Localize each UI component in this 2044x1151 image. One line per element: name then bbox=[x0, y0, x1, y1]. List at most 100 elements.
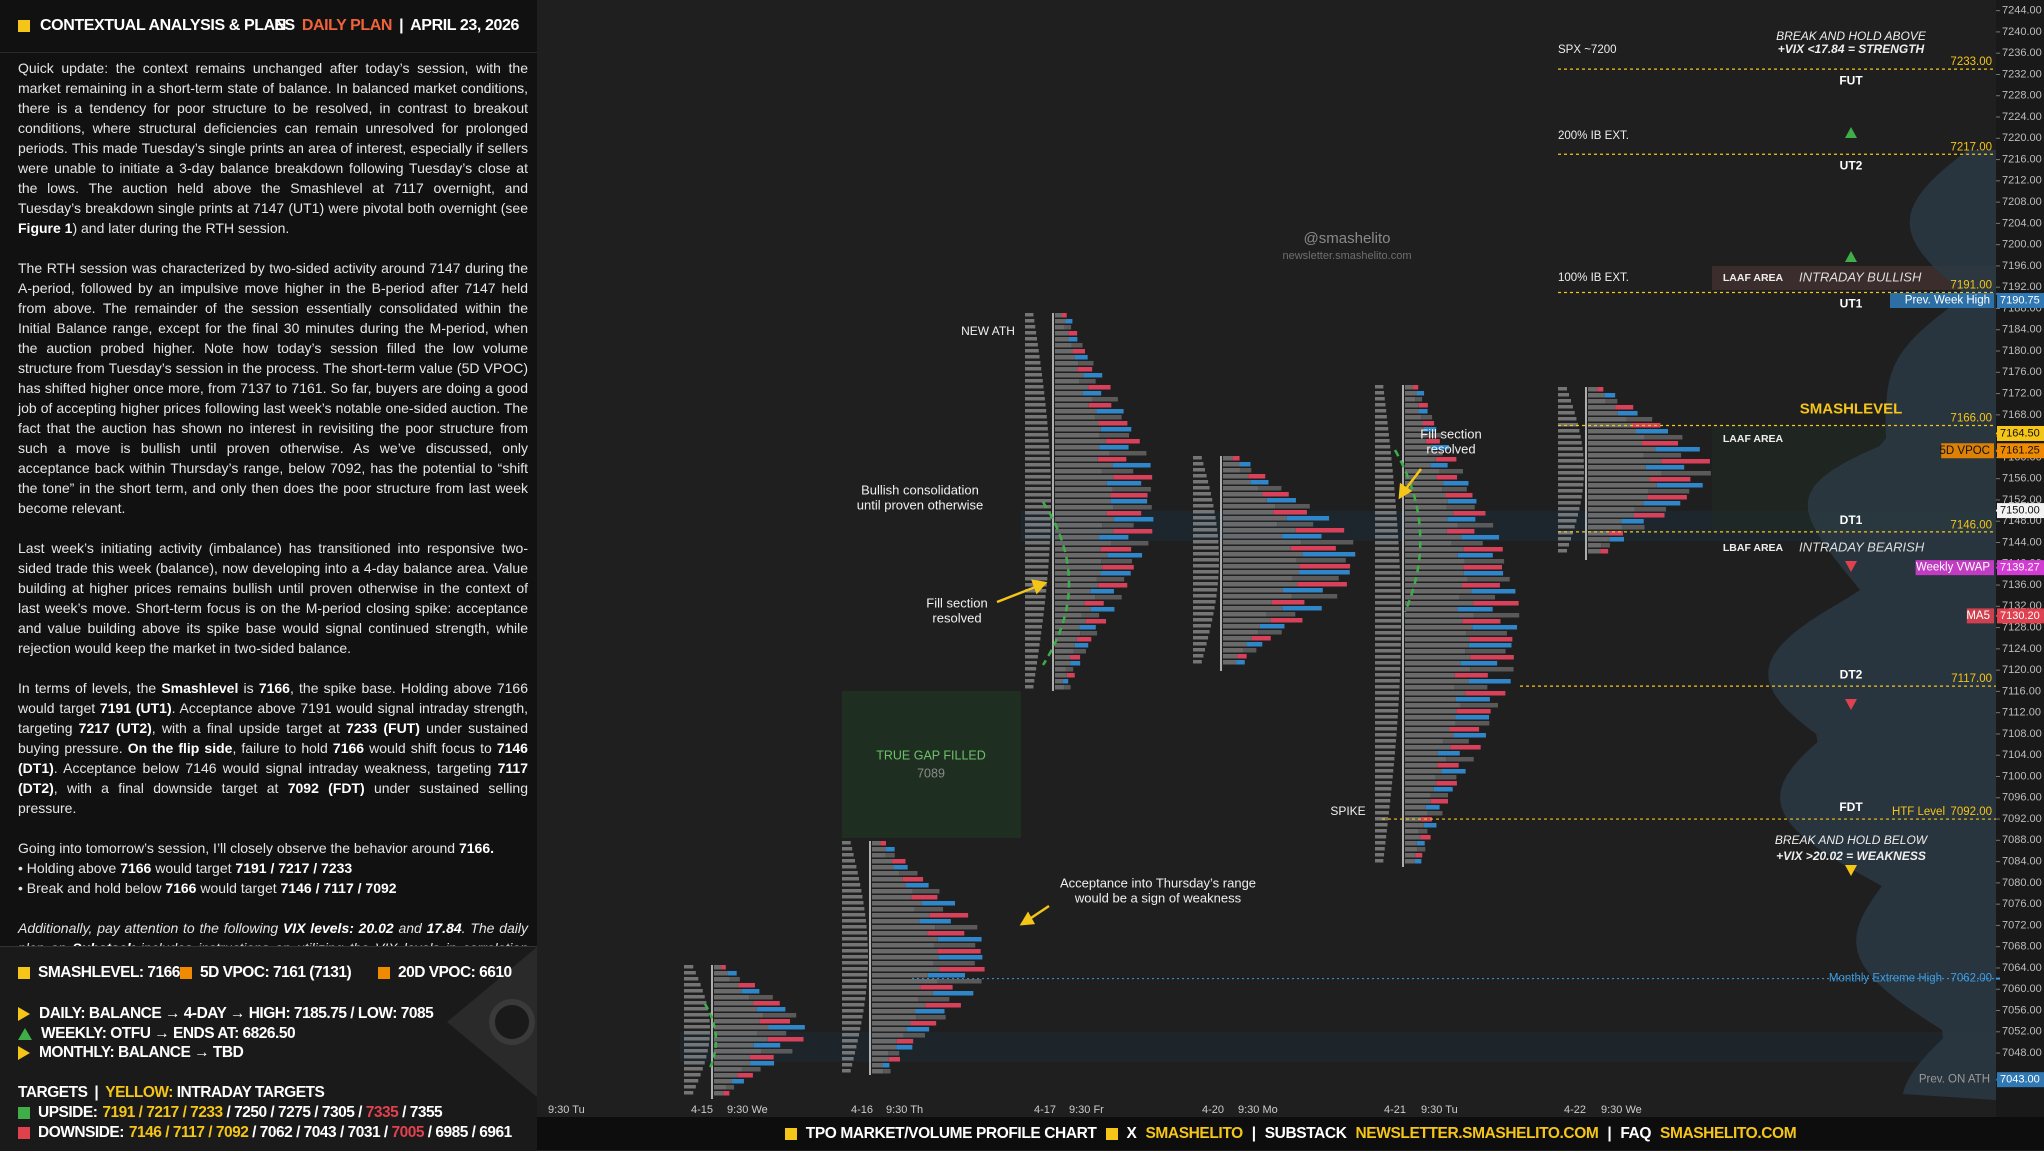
profile-bar bbox=[1426, 433, 1442, 438]
profile-bar bbox=[1460, 703, 1498, 708]
y-tick-label: 7128.00 bbox=[2002, 621, 2042, 633]
header-title: CONTEXTUAL ANALYSIS & PLAN bbox=[40, 17, 286, 34]
tpo-letters bbox=[1025, 613, 1044, 617]
tpo-letters bbox=[1375, 847, 1385, 851]
profile-bar bbox=[714, 1025, 769, 1030]
tpo-letters bbox=[1025, 661, 1038, 665]
profile-bar bbox=[1405, 769, 1442, 774]
profile-bar bbox=[1266, 612, 1296, 617]
profile-bar bbox=[1661, 471, 1711, 476]
targets-note: YELLOW: bbox=[105, 1084, 173, 1101]
profile-bar bbox=[1105, 439, 1140, 444]
profile-bar bbox=[714, 1067, 742, 1072]
bold-text: 7092 (FDT) bbox=[287, 780, 365, 796]
tpo-letters bbox=[1375, 595, 1401, 599]
text: ) and later during the RTH session. bbox=[72, 220, 290, 236]
tpo-letters bbox=[1375, 607, 1401, 611]
profile-bar bbox=[714, 1019, 760, 1024]
profile-bar bbox=[872, 1009, 916, 1014]
profile-bar bbox=[1405, 709, 1457, 714]
tpo-letters bbox=[1375, 433, 1389, 437]
tpo-letters bbox=[1025, 565, 1049, 569]
tpo-letters bbox=[1193, 618, 1213, 622]
tpo-letters bbox=[1025, 421, 1048, 425]
tpo-letters bbox=[1375, 727, 1397, 731]
profile-bar bbox=[1604, 393, 1616, 398]
profile-bar bbox=[1223, 480, 1251, 485]
profile-bar bbox=[1055, 493, 1111, 498]
profile-bar bbox=[912, 889, 940, 894]
text: , failure to hold bbox=[232, 740, 333, 756]
text: . Acceptance above 7191 would signal int… bbox=[18, 700, 532, 736]
target-values: 7005 bbox=[391, 1124, 424, 1141]
profile-bar bbox=[1427, 451, 1443, 456]
profile-bar bbox=[1468, 679, 1511, 684]
profile-bar bbox=[726, 1085, 735, 1090]
tpo-letters bbox=[1025, 403, 1046, 407]
tpo-letters bbox=[1025, 313, 1034, 317]
profile-bar bbox=[1435, 775, 1457, 780]
profile-bar bbox=[1417, 847, 1426, 852]
tpo-letters bbox=[684, 1019, 710, 1023]
profile-bar bbox=[1416, 391, 1425, 396]
profile-bar bbox=[903, 1033, 925, 1038]
profile-bar bbox=[1600, 549, 1609, 554]
profile-bar bbox=[1453, 733, 1486, 738]
profile-bar bbox=[1405, 511, 1454, 516]
y-tick-label: 7204.00 bbox=[2002, 217, 2042, 229]
footer-text: FAQ bbox=[1620, 1124, 1651, 1142]
profile-bar bbox=[1079, 625, 1096, 630]
level-text: 5D VPOC: 7161 (7131) bbox=[200, 964, 352, 981]
profile-bar bbox=[1055, 373, 1084, 378]
tpo-letters bbox=[1025, 355, 1040, 359]
profile-bar bbox=[1299, 570, 1350, 575]
profile-bar bbox=[1223, 648, 1244, 653]
profile-bar bbox=[1465, 649, 1506, 654]
profile-bar bbox=[1454, 685, 1488, 690]
level-item: 5D VPOC: 7161 (7131) bbox=[180, 963, 352, 983]
profile-bar bbox=[1251, 636, 1271, 641]
tpo-letters bbox=[1193, 576, 1219, 580]
text: , with a final upside target at bbox=[151, 720, 347, 736]
profile-bar bbox=[1223, 522, 1278, 527]
tpo-letters bbox=[1558, 435, 1581, 439]
profile-bar bbox=[1421, 415, 1433, 420]
x-tick-label: 9:30 Tu bbox=[1421, 1104, 1458, 1116]
profile-bar bbox=[1405, 835, 1421, 840]
profile-bar bbox=[1656, 483, 1703, 488]
profile-bar bbox=[1273, 510, 1307, 515]
tpo-letters bbox=[1375, 673, 1401, 677]
y-tick-label: 7240.00 bbox=[2002, 26, 2042, 38]
bold-text: 7166 bbox=[332, 740, 365, 756]
profile-bar bbox=[1286, 516, 1330, 521]
tpo-letters bbox=[1375, 439, 1390, 443]
tpo-letters bbox=[1375, 775, 1393, 779]
annotation: Acceptance into Thursday’s range bbox=[1060, 875, 1256, 890]
footer-text: | bbox=[1607, 1124, 1612, 1142]
tpo-letters bbox=[1375, 469, 1393, 473]
tpo-letters bbox=[1375, 451, 1391, 455]
profile-bar bbox=[1282, 588, 1323, 593]
profile-bar bbox=[1055, 553, 1108, 558]
profile-bar bbox=[738, 983, 755, 988]
tpo-letters bbox=[842, 1069, 851, 1073]
profile-bar bbox=[714, 1013, 764, 1018]
arrow-head bbox=[1031, 579, 1048, 595]
tpo-letters bbox=[1025, 523, 1051, 527]
tpo-letters bbox=[684, 1067, 703, 1071]
chart-label: INTRADAY BULLISH bbox=[1799, 269, 1922, 284]
profile-bar bbox=[1112, 463, 1151, 468]
target-values: / 7062 / 7043 / 7031 / bbox=[248, 1124, 392, 1141]
profile-bar bbox=[1405, 847, 1418, 852]
y-tick-label: 7056.00 bbox=[2002, 1004, 2042, 1016]
profile-bar bbox=[759, 1019, 791, 1024]
profile-bar bbox=[1055, 367, 1078, 372]
price-badge-label: 7139.27 bbox=[2000, 562, 2040, 574]
profile-bar bbox=[1055, 415, 1095, 420]
y-tick-label: 7096.00 bbox=[2002, 792, 2042, 804]
bold-text: 7191 / 7217 / 7233 bbox=[235, 860, 353, 876]
profile-bar bbox=[1270, 618, 1303, 623]
profile-bar bbox=[1282, 534, 1322, 539]
profile-bar bbox=[714, 1043, 754, 1048]
profile-bar bbox=[1405, 685, 1455, 690]
